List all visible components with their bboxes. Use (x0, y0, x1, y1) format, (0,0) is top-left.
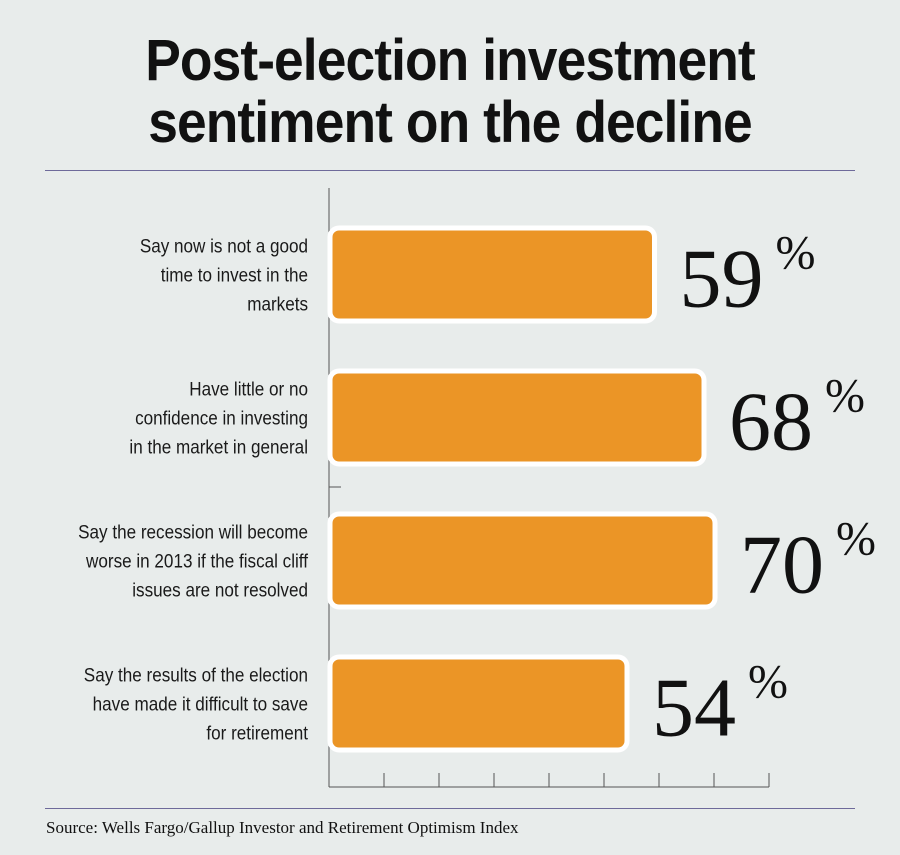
value-label: 59 (680, 233, 764, 326)
top-divider (45, 170, 855, 171)
category-label: time to invest in the (161, 265, 308, 286)
category-label: worse in 2013 if the fiscal cliff (85, 551, 309, 572)
chart-title: Post-election investment sentiment on th… (36, 30, 864, 154)
bar (327, 225, 657, 324)
bottom-divider (45, 808, 855, 809)
value-label: 68 (729, 376, 813, 469)
category-label: have made it difficult to save (93, 694, 308, 715)
value-label: 54 (652, 662, 736, 755)
category-label: for retirement (206, 723, 308, 744)
category-label: issues are not resolved (132, 580, 308, 601)
category-label: in the market in general (129, 437, 308, 458)
value-unit-label: % (748, 656, 788, 709)
category-label: Have little or no (189, 379, 308, 400)
bar (327, 368, 707, 467)
source-note: Source: Wells Fargo/Gallup Investor and … (46, 818, 519, 837)
category-label: confidence in investing (135, 408, 308, 429)
category-label: markets (247, 294, 308, 315)
category-label: Say the recession will become (78, 522, 308, 543)
bar (327, 654, 630, 753)
value-unit-label: % (836, 513, 876, 566)
value-unit-label: % (776, 227, 816, 280)
value-label: 70 (740, 519, 824, 612)
category-label: Say now is not a good (140, 236, 308, 257)
chart-title-line-2: sentiment on the decline (148, 90, 752, 155)
bar (327, 511, 718, 610)
value-unit-label: % (825, 370, 865, 423)
chart-title-line-1: Post-election investment (145, 28, 755, 93)
category-label: Say the results of the election (84, 665, 308, 686)
